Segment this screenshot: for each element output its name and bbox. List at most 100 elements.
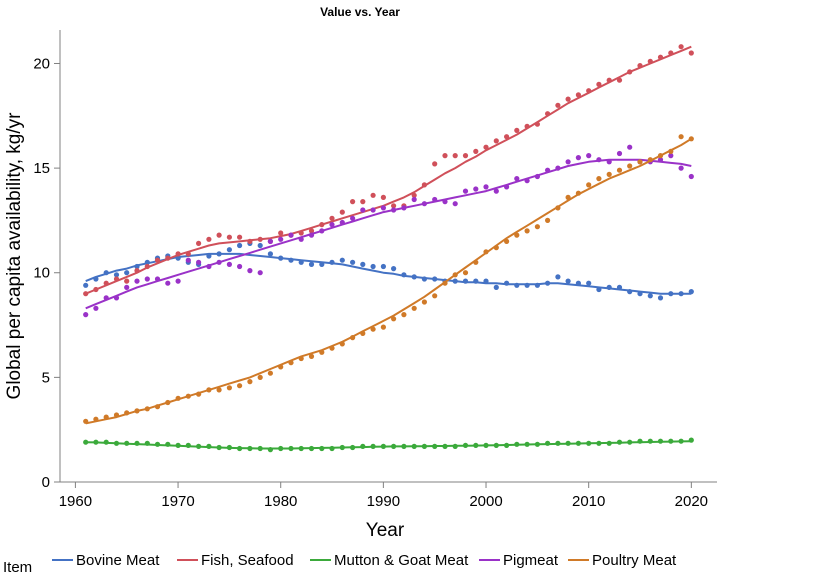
- point-bovine-meat-2008: [565, 278, 571, 284]
- point-bovine-meat-2015: [637, 291, 643, 297]
- point-pigmeat-1971: [185, 257, 191, 263]
- point-mutton-goat-meat-2010: [586, 440, 592, 446]
- point-pigmeat-1997: [452, 201, 458, 207]
- point-bovine-meat-1999: [473, 278, 479, 284]
- point-pigmeat-2002: [504, 184, 510, 190]
- point-poultry-meat-2018: [668, 148, 674, 154]
- point-pigmeat-1968: [154, 276, 161, 282]
- point-fish-seafood-1963: [103, 280, 109, 286]
- legend-label-poultry-meat: Poultry Meat: [592, 552, 677, 569]
- point-bovine-meat-1982: [298, 259, 304, 265]
- point-bovine-meat-2016: [647, 293, 653, 299]
- point-pigmeat-1972: [196, 259, 202, 265]
- point-bovine-meat-1993: [411, 274, 417, 280]
- point-pigmeat-2019: [678, 165, 684, 171]
- trend-line-bovine-meat: [85, 252, 692, 295]
- point-fish-seafood-2019: [678, 44, 684, 50]
- point-poultry-meat-2004: [524, 228, 530, 234]
- point-poultry-meat-1971: [185, 393, 191, 399]
- point-mutton-goat-meat-1988: [360, 443, 366, 449]
- point-fish-seafood-1985: [329, 215, 335, 221]
- point-mutton-goat-meat-2002: [504, 442, 510, 448]
- point-poultry-meat-1989: [370, 326, 376, 332]
- point-fish-seafood-2007: [555, 102, 561, 108]
- y-axis-label: Global per capita availability, kg/yr: [4, 112, 25, 400]
- point-mutton-goat-meat-1962: [93, 439, 99, 445]
- legend-item-fish-seafood: Fish, Seafood: [177, 552, 294, 569]
- point-bovine-meat-2014: [627, 289, 633, 295]
- point-poultry-meat-1978: [257, 374, 263, 380]
- point-fish-seafood-1994: [421, 182, 427, 188]
- point-fish-seafood-1973: [206, 236, 212, 242]
- point-mutton-goat-meat-1981: [288, 445, 294, 452]
- y-tick-label-5: 5: [42, 369, 50, 386]
- point-poultry-meat-1974: [216, 387, 222, 393]
- point-bovine-meat-1974: [216, 251, 222, 257]
- point-bovine-meat-1976: [237, 242, 243, 249]
- chart-title: Value vs. Year: [320, 5, 400, 19]
- point-pigmeat-2003: [514, 176, 520, 182]
- point-mutton-goat-meat-1987: [350, 444, 356, 451]
- legend-item-pigmeat: Pigmeat: [479, 552, 559, 569]
- point-fish-seafood-1965: [124, 278, 130, 284]
- point-bovine-meat-2020: [688, 289, 694, 295]
- point-mutton-goat-meat-2013: [616, 439, 623, 445]
- point-pigmeat-2017: [657, 157, 664, 163]
- point-bovine-meat-1995: [432, 276, 438, 282]
- legend-label-mutton-goat-meat: Mutton & Goat Meat: [334, 552, 469, 569]
- point-pigmeat-2011: [596, 157, 602, 163]
- point-bovine-meat-1973: [206, 253, 212, 259]
- point-fish-seafood-1999: [473, 148, 479, 154]
- point-mutton-goat-meat-2000: [483, 442, 489, 448]
- point-poultry-meat-2006: [545, 217, 551, 223]
- point-mutton-goat-meat-2005: [534, 441, 541, 447]
- point-bovine-meat-2009: [575, 280, 582, 286]
- point-poultry-meat-1998: [462, 270, 469, 276]
- point-poultry-meat-1986: [339, 341, 345, 347]
- point-pigmeat-2010: [586, 153, 592, 159]
- point-fish-seafood-2012: [606, 77, 612, 83]
- point-fish-seafood-1991: [391, 203, 397, 209]
- point-pigmeat-1962: [93, 305, 99, 311]
- legend-item-bovine-meat: Bovine Meat: [52, 552, 160, 569]
- point-mutton-goat-meat-1977: [247, 445, 253, 452]
- point-bovine-meat-1967: [144, 259, 150, 265]
- point-fish-seafood-1961: [83, 291, 89, 297]
- point-fish-seafood-1975: [226, 234, 232, 240]
- point-poultry-meat-1983: [308, 353, 315, 359]
- point-poultry-meat-1972: [196, 391, 202, 397]
- point-pigmeat-2014: [627, 144, 633, 150]
- point-bovine-meat-1983: [308, 261, 315, 267]
- point-pigmeat-1973: [206, 263, 212, 270]
- point-fish-seafood-1978: [257, 236, 263, 242]
- x-axis-ticks: 1960 1970 1980 1990 2000 2010 2020: [59, 482, 708, 510]
- point-pigmeat-1999: [473, 186, 479, 192]
- point-bovine-meat-2004: [524, 282, 530, 288]
- point-poultry-meat-1982: [298, 355, 304, 362]
- point-fish-seafood-2010: [586, 88, 592, 94]
- point-pigmeat-1975: [226, 261, 232, 267]
- point-poultry-meat-2016: [647, 157, 653, 163]
- point-fish-seafood-2002: [504, 134, 510, 140]
- point-poultry-meat-2012: [606, 171, 612, 177]
- point-pigmeat-1961: [83, 312, 89, 318]
- point-pigmeat-1979: [267, 238, 273, 244]
- point-mutton-goat-meat-2014: [627, 439, 633, 445]
- point-pigmeat-2005: [534, 173, 541, 180]
- point-poultry-meat-2009: [575, 190, 582, 196]
- point-fish-seafood-2004: [524, 123, 530, 129]
- point-bovine-meat-2000: [483, 278, 489, 284]
- point-mutton-goat-meat-1978: [257, 445, 263, 452]
- point-mutton-goat-meat-2007: [555, 440, 561, 446]
- point-bovine-meat-1989: [370, 263, 376, 270]
- point-poultry-meat-1996: [442, 280, 448, 286]
- point-fish-seafood-1993: [411, 192, 417, 198]
- point-bovine-meat-1961: [83, 282, 89, 288]
- point-bovine-meat-1966: [134, 263, 140, 270]
- point-mutton-goat-meat-1969: [165, 441, 171, 447]
- point-pigmeat-1986: [339, 219, 345, 226]
- point-fish-seafood-1990: [380, 194, 386, 200]
- point-fish-seafood-2018: [668, 50, 674, 56]
- point-pigmeat-1988: [360, 207, 366, 213]
- point-pigmeat-1978: [257, 270, 263, 276]
